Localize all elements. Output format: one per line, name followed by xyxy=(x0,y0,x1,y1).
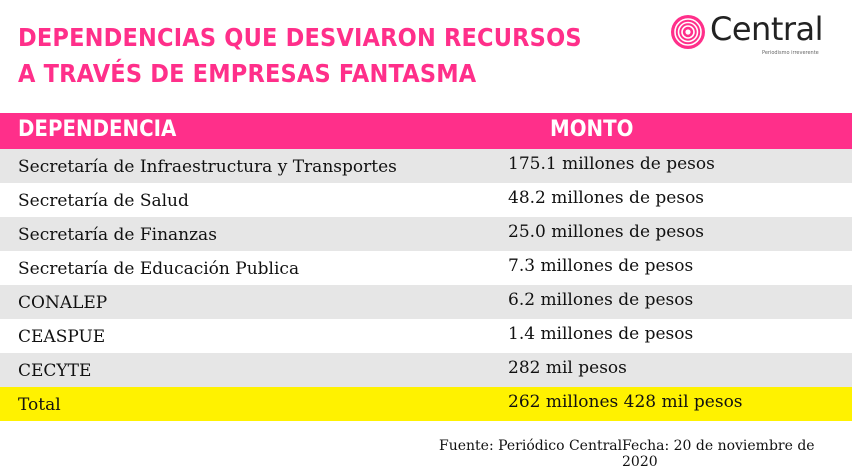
column-header-monto: MONTO xyxy=(550,117,634,142)
page-title: DEPENDENCIAS QUE DESVIARON RECURSOS A TR… xyxy=(18,20,582,92)
cell-dependencia: Secretaría de Infraestructura y Transpor… xyxy=(18,157,397,177)
footer-source: Fuente: Periódico Central xyxy=(439,438,623,454)
table-row: CEASPUE 1.4 millones de pesos xyxy=(0,319,852,353)
cell-monto: 282 mil pesos xyxy=(508,358,627,378)
table-row: Secretaría de Educación Publica 7.3 mill… xyxy=(0,251,852,285)
table-row: Secretaría de Salud 48.2 millones de pes… xyxy=(0,183,852,217)
column-header-dependencia: DEPENDENCIA xyxy=(18,117,177,142)
cell-dependencia: Secretaría de Finanzas xyxy=(18,225,217,245)
cell-dependencia: CEASPUE xyxy=(18,327,106,347)
cell-dependencia: Secretaría de Educación Publica xyxy=(18,259,300,279)
table-header: DEPENDENCIA MONTO xyxy=(0,113,852,149)
table-row: Secretaría de Infraestructura y Transpor… xyxy=(0,149,852,183)
cell-dependencia: CONALEP xyxy=(18,293,108,313)
logo-wordmark: Central xyxy=(710,10,824,48)
central-spiral-icon xyxy=(671,15,705,49)
title-line-2: A TRAVÉS DE EMPRESAS FANTASMA xyxy=(18,59,477,88)
cell-monto: 25.0 millones de pesos xyxy=(508,222,705,242)
central-logo: Central Periodismo irreverente xyxy=(670,10,840,62)
cell-monto: 175.1 millones de pesos xyxy=(508,154,715,174)
table-row: CONALEP 6.2 millones de pesos xyxy=(0,285,852,319)
logo-tagline: Periodismo irreverente xyxy=(762,50,819,56)
table-row: CECYTE 282 mil pesos xyxy=(0,353,852,387)
cell-total-monto: 262 millones 428 mil pesos xyxy=(508,392,743,412)
footer-date: Fecha: 20 de noviembre de 2020 xyxy=(622,438,815,470)
cell-monto: 48.2 millones de pesos xyxy=(508,188,705,208)
cell-dependencia: Secretaría de Salud xyxy=(18,191,189,211)
table-row: Secretaría de Finanzas 25.0 millones de … xyxy=(0,217,852,251)
cell-total-label: Total xyxy=(18,395,61,415)
title-line-1: DEPENDENCIAS QUE DESVIARON RECURSOS xyxy=(18,23,582,52)
cell-monto: 7.3 millones de pesos xyxy=(508,256,694,276)
cell-dependencia: CECYTE xyxy=(18,361,92,381)
resources-table: DEPENDENCIA MONTO Secretaría de Infraest… xyxy=(0,113,852,421)
table-row-total: Total 262 millones 428 mil pesos xyxy=(0,387,852,421)
cell-monto: 6.2 millones de pesos xyxy=(508,290,694,310)
cell-monto: 1.4 millones de pesos xyxy=(508,324,694,344)
